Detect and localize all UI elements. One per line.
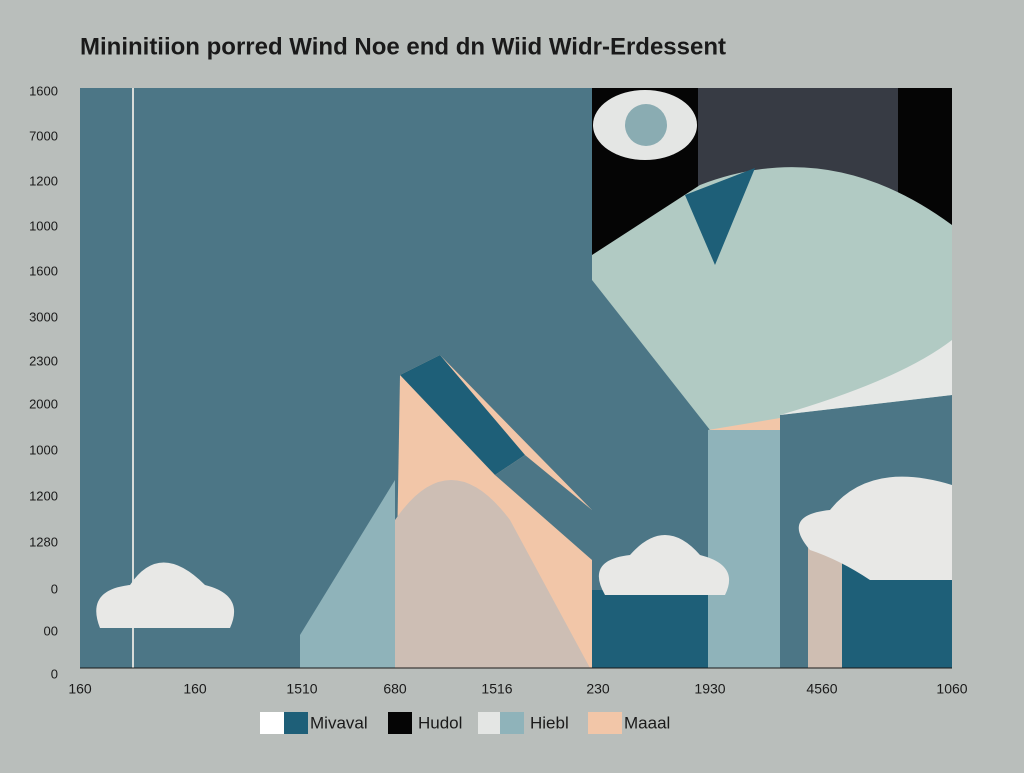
legend-label: Hiebl <box>530 713 569 732</box>
peak <box>685 168 755 265</box>
title: Mininitiion porred Wind Noe end dn Wiid … <box>80 33 726 60</box>
y-axis-label: 1000 <box>29 218 58 233</box>
y-axis-label: 1600 <box>29 83 58 98</box>
legend-swatch <box>284 712 308 734</box>
x-axis-label: 1510 <box>286 681 317 697</box>
mound <box>395 480 590 668</box>
y-axis-label: 1000 <box>29 442 58 457</box>
y-axis-label: 2300 <box>29 353 58 368</box>
illustration <box>80 88 952 669</box>
y-axis-label: 1280 <box>29 534 58 549</box>
cloud <box>96 562 235 628</box>
y-axis-label: 3000 <box>29 309 58 324</box>
ridge <box>495 455 592 560</box>
legend-swatch <box>500 712 524 734</box>
legend-label: Maaal <box>624 713 670 732</box>
x-axis-label: 680 <box>383 681 407 697</box>
slope <box>300 480 395 668</box>
cloud-edge <box>780 340 952 415</box>
y-axis-label: 1200 <box>29 488 58 503</box>
y-axis-label: 0 <box>51 666 58 681</box>
y-axis-label: 0 <box>51 581 58 596</box>
ridge <box>400 355 525 475</box>
cloud <box>798 476 952 580</box>
moon <box>625 104 667 146</box>
y-axis-label: 00 <box>44 623 58 638</box>
column <box>708 430 780 668</box>
cloud <box>598 535 730 595</box>
y-axis-label: 7000 <box>29 128 58 143</box>
x-axis-label: 230 <box>586 681 610 697</box>
legend <box>260 712 622 734</box>
x-axis-label: 160 <box>183 681 207 697</box>
y-axis-label: 1200 <box>29 173 58 188</box>
legend-label: Mivaval <box>310 713 368 732</box>
legend-swatch <box>388 712 412 734</box>
column <box>808 545 842 668</box>
legend-swatch <box>478 712 500 734</box>
x-axis-label: 1930 <box>694 681 725 697</box>
x-axis-label: 1060 <box>936 681 967 697</box>
column <box>592 590 708 668</box>
legend-swatch <box>588 712 622 734</box>
x-axis-label: 4560 <box>806 681 837 697</box>
y-axis-label: 2000 <box>29 396 58 411</box>
x-axis-label: 160 <box>68 681 92 697</box>
legend-swatch <box>260 712 284 734</box>
x-axis-label: 1516 <box>481 681 512 697</box>
legend-label: Hudol <box>418 713 462 732</box>
y-axis-label: 1600 <box>29 263 58 278</box>
